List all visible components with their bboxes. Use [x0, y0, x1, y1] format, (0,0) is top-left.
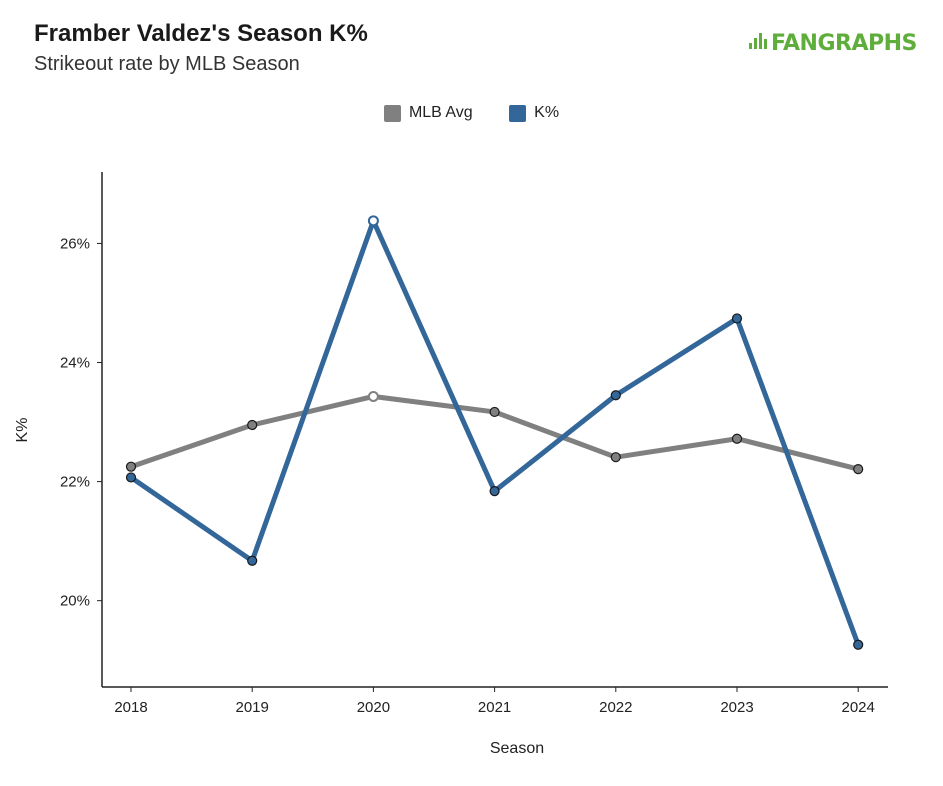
x-tick-label: 2023 [720, 699, 753, 716]
x-axis-label: Season [490, 740, 544, 757]
data-point-k-pct [125, 472, 137, 483]
data-point-mlb-avg [853, 463, 864, 475]
bar-chart-icon [748, 30, 768, 56]
y-axis-label: K% [14, 418, 31, 443]
x-tick-label: 2021 [478, 699, 511, 716]
legend-swatch-k-pct [509, 104, 527, 122]
series-lines [128, 218, 861, 648]
y-tick-label: 24% [60, 355, 90, 372]
fangraphs-logo: FANGRAPHS [748, 30, 917, 56]
x-tick-label: 2024 [842, 699, 875, 716]
y-tick-label: 22% [60, 474, 90, 491]
x-tick-label: 2019 [236, 699, 269, 716]
data-point-mlb-avg [247, 419, 258, 431]
x-tick-label: 2022 [599, 699, 632, 716]
data-point-mlb-avg [489, 406, 500, 418]
legend-swatch-mlb-avg [383, 104, 401, 122]
legend-item-mlb-avg[interactable]: MLB Avg [383, 104, 473, 122]
legend-item-k-pct[interactable]: K% [509, 104, 559, 122]
series-points [125, 215, 864, 650]
y-tick-label: 20% [60, 593, 90, 610]
data-point-mlb-avg [125, 461, 137, 472]
x-tick-label: 2020 [357, 699, 390, 716]
data-point-mlb-avg [731, 433, 743, 444]
data-point-mlb-avg [367, 390, 379, 402]
chart-title: Framber Valdez's Season K% [34, 20, 368, 47]
chart-subtitle: Strikeout rate by MLB Season [34, 53, 300, 75]
y-tick-label: 26% [60, 235, 90, 252]
logo-text: FANGRAPHS [771, 31, 917, 56]
data-point-k-pct [489, 486, 500, 497]
data-point-k-pct [731, 313, 743, 324]
legend: MLB Avg K% [0, 104, 943, 127]
x-tick-label: 2018 [114, 699, 147, 716]
series-line-k-pct [128, 218, 861, 648]
data-point-k-pct [853, 639, 864, 650]
data-point-mlb-avg [610, 452, 621, 463]
data-point-k-pct [367, 215, 379, 227]
data-point-k-pct [247, 555, 258, 566]
legend-label-k-pct: K% [534, 104, 560, 121]
axes: 20% 22% 24% 26% 2018 2019 2020 2021 2022 2023 2024 [60, 172, 888, 716]
data-point-k-pct [610, 390, 621, 401]
legend-label-mlb-avg: MLB Avg [408, 104, 473, 121]
